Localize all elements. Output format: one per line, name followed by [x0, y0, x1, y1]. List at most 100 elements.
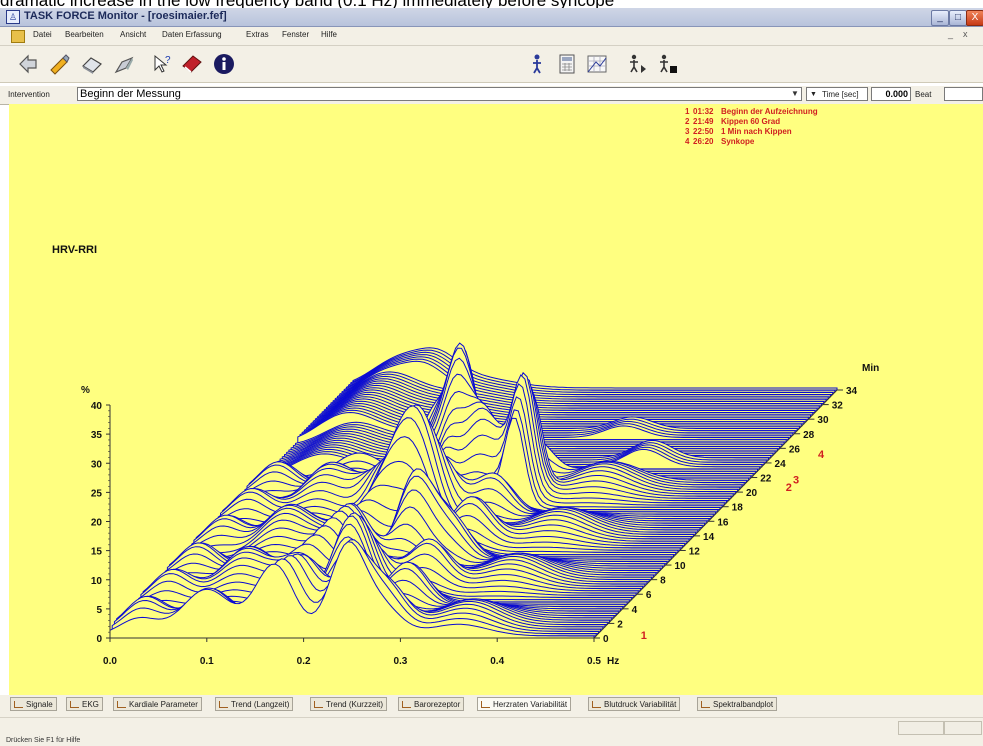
app-icon: ♙: [6, 10, 20, 24]
z-tick-label: 26: [789, 444, 801, 455]
z-tick-label: 8: [660, 576, 666, 587]
event-legend: 1 01:32 Beginn der Aufzeichnung 2 21:49 Kippe…: [685, 107, 818, 146]
z-tick-label: 12: [689, 546, 701, 557]
legend-index: 1: [685, 107, 690, 116]
info-icon[interactable]: [212, 52, 236, 76]
tab-label: Trend (Kurzzeit): [326, 700, 384, 709]
z-tick-label: 34: [846, 386, 858, 397]
document-icon[interactable]: [11, 30, 25, 43]
toolbar: ?: [0, 46, 983, 83]
y-axis-ticks: 0 5 10 15 20 25 30 35 40: [91, 401, 110, 645]
legend-index: 2: [685, 117, 690, 126]
menu-ansicht[interactable]: Ansicht: [120, 30, 147, 39]
legend-time: 26:20: [693, 137, 714, 146]
svg-text:?: ?: [165, 55, 171, 66]
tab-bar: Signale EKG Kardiale Parameter Trend (La…: [0, 695, 983, 717]
legend-time: 01:32: [693, 107, 714, 116]
tab-kardiale-parameter[interactable]: Kardiale Parameter: [113, 697, 202, 711]
menu-hilfe[interactable]: Hilfe: [321, 30, 338, 39]
pencil-icon[interactable]: [48, 52, 72, 76]
tab-barorezeptor[interactable]: Barorezeptor: [398, 697, 465, 711]
z-tick-label: 28: [803, 430, 815, 441]
chevron-down-icon: ▼: [810, 91, 817, 98]
y-tick-label: 30: [91, 459, 103, 470]
tab-label: Trend (Langzeit): [231, 700, 290, 709]
z-tick-label: 30: [817, 415, 829, 426]
x-tick-label: 0.4: [490, 656, 504, 667]
z-tick-label: 0: [603, 634, 609, 645]
menu-bar: Datei Bearbeiten Ansicht Daten Erfassung…: [0, 27, 983, 46]
tab-label: Barorezeptor: [414, 700, 461, 709]
menu-extras[interactable]: Extras: [246, 30, 269, 39]
tab-label: EKG: [82, 700, 99, 709]
z-tick-label: 24: [775, 459, 787, 470]
chart-icon: [219, 701, 228, 709]
tab-trend-kurzzeit[interactable]: Trend (Kurzzeit): [310, 697, 388, 711]
person-play-icon[interactable]: [625, 52, 649, 76]
chart-icon: [14, 701, 23, 709]
event-marker-label: 4: [818, 449, 825, 461]
intervention-value: Beginn der Messung: [80, 88, 181, 100]
minimize-button[interactable]: _: [931, 10, 949, 26]
spectrum-trace: [220, 447, 705, 526]
intervention-select[interactable]: Beginn der Messung ▼: [77, 87, 802, 101]
z-axis-line: [593, 389, 838, 639]
broom-icon[interactable]: [112, 52, 136, 76]
z-tick-label: 2: [617, 619, 623, 630]
tab-label: Spektralbandplot: [713, 700, 774, 709]
y-tick-label: 0: [96, 634, 102, 645]
tab-label: Kardiale Parameter: [129, 700, 198, 709]
help-pointer-icon[interactable]: ?: [150, 52, 174, 76]
tab-ekg[interactable]: EKG: [66, 697, 103, 711]
legend-text: Beginn der Aufzeichnung: [721, 107, 818, 116]
chart-icon: [117, 701, 126, 709]
z-tick-label: 32: [832, 401, 844, 412]
y-tick-label: 40: [91, 401, 103, 412]
chevron-down-icon[interactable]: ▼: [791, 89, 799, 98]
time-unit-dropdown[interactable]: ▼ Time [sec]: [806, 87, 868, 101]
mdi-close-button[interactable]: x: [963, 29, 968, 39]
time-value-field[interactable]: 0.000: [871, 87, 911, 101]
z-tick-label: 22: [760, 474, 772, 485]
tab-signale[interactable]: Signale: [10, 697, 57, 711]
status-bar: Drücken Sie F1 für Hilfe: [0, 717, 983, 746]
menu-bearbeiten[interactable]: Bearbeiten: [65, 30, 104, 39]
status-pane: [944, 721, 982, 735]
close-button[interactable]: X: [966, 10, 983, 26]
z-tick-label: 14: [703, 532, 715, 543]
z-axis-label: Min: [862, 363, 879, 374]
status-text: Drücken Sie F1 für Hilfe: [6, 737, 81, 744]
person-stop-icon[interactable]: [655, 52, 679, 76]
z-tick-label: 16: [717, 517, 729, 528]
status-pane: [898, 721, 944, 735]
x-axis-ticks: 0.0 0.1 0.2 0.3 0.4 0.5: [103, 638, 601, 667]
calculator-icon[interactable]: [555, 52, 579, 76]
tab-blutdruck-variabilitaet[interactable]: Blutdruck Variabilität: [588, 697, 681, 711]
menu-daten-erfassung[interactable]: Daten Erfassung: [162, 30, 222, 39]
x-axis-label: Hz: [607, 656, 619, 667]
time-label: Time [sec]: [822, 90, 859, 99]
eraser-icon[interactable]: [80, 52, 104, 76]
event-marker-label: 2: [786, 482, 792, 494]
tab-herzraten-variabilitaet[interactable]: Herzraten Variabilität: [477, 697, 572, 711]
restore-button[interactable]: □: [949, 10, 967, 26]
window-title: TASK FORCE Monitor - [roesimaier.fef]: [24, 10, 227, 22]
x-tick-label: 0.1: [200, 656, 214, 667]
tab-spektralbandplot[interactable]: Spektralbandplot: [697, 697, 778, 711]
person-icon[interactable]: [525, 52, 549, 76]
legend-time: 22:50: [693, 127, 714, 136]
y-tick-label: 5: [96, 605, 102, 616]
grid-icon[interactable]: [585, 52, 609, 76]
arrow-back-icon[interactable]: [16, 52, 40, 76]
tab-trend-langzeit[interactable]: Trend (Langzeit): [215, 697, 294, 711]
menu-datei[interactable]: Datei: [33, 30, 52, 39]
mdi-minimize-button[interactable]: _: [948, 29, 954, 39]
beat-value-field[interactable]: [944, 87, 983, 101]
x-tick-label: 0.5: [587, 656, 601, 667]
book-icon[interactable]: [180, 52, 204, 76]
menu-fenster[interactable]: Fenster: [282, 30, 310, 39]
tab-label: Blutdruck Variabilität: [604, 700, 677, 709]
